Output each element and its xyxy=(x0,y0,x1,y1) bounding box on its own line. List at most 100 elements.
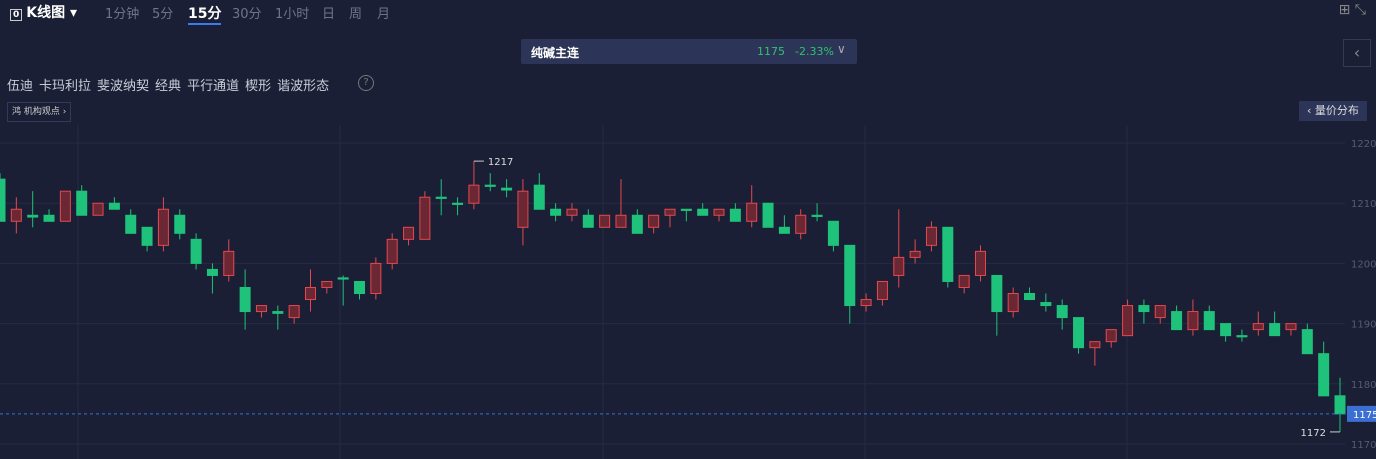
candle-body xyxy=(1073,317,1085,349)
candle-body xyxy=(386,238,398,264)
change: -2.33% xyxy=(795,45,834,58)
help-icon[interactable]: ? xyxy=(358,75,374,91)
tool[interactable]: 谐波形态 xyxy=(277,79,330,94)
candle-body xyxy=(125,214,137,234)
candle-body xyxy=(1154,305,1166,319)
y-tick-label: 1190 xyxy=(1351,320,1376,331)
candle-body xyxy=(435,196,447,199)
tab[interactable]: 1分钟 xyxy=(105,7,140,22)
tool[interactable]: 经典 xyxy=(155,79,182,94)
candle-body xyxy=(43,214,55,222)
candle-body xyxy=(680,208,692,211)
candle-body xyxy=(697,208,709,216)
toolbar: 伍迪 卡玛利拉 斐波纳契 经典 平行通道 楔形 谐波形态 xyxy=(7,75,335,94)
instrument-name: 纯碱主连 xyxy=(531,46,580,60)
candle-body xyxy=(1334,395,1346,415)
candle-body xyxy=(370,262,382,295)
candle-body xyxy=(958,274,970,288)
candle-body xyxy=(452,202,464,205)
y-tick-label: 1170 xyxy=(1351,440,1376,451)
instrument-bar[interactable]: 纯碱主连 1175 -2.33% ∨ xyxy=(521,39,857,64)
candle-body xyxy=(304,286,316,301)
candle-body xyxy=(337,277,349,280)
y-tick-label: 1210 xyxy=(1351,199,1376,210)
candle-body xyxy=(255,305,267,313)
chevron: ∨ xyxy=(837,42,846,56)
tab[interactable]: 月 xyxy=(377,7,391,22)
tool[interactable]: 斐波纳契 xyxy=(97,79,150,94)
tool[interactable]: 楔形 xyxy=(245,79,272,94)
candle-body xyxy=(827,220,839,246)
candle-body xyxy=(566,208,578,216)
candle-body xyxy=(354,280,366,295)
candle-body xyxy=(76,190,88,216)
candle-body xyxy=(27,214,39,218)
y-tick-label: 1180 xyxy=(1351,380,1376,391)
candle-body xyxy=(288,305,300,319)
candle-body xyxy=(582,214,594,228)
candle-body xyxy=(746,202,758,222)
candle-body xyxy=(223,250,235,276)
side-button-text: 量价分布 xyxy=(1314,104,1359,117)
badge[interactable]: 鸿 机构观点 › xyxy=(7,102,72,122)
candle-body xyxy=(1105,329,1117,343)
candle-body xyxy=(550,208,562,216)
candle-body xyxy=(92,202,104,216)
candle-body xyxy=(713,208,725,216)
candle-body xyxy=(1318,353,1330,397)
last-price-label: 1175 xyxy=(1353,410,1376,421)
candle-body xyxy=(1203,311,1215,331)
candle-body xyxy=(909,250,921,258)
candle-body xyxy=(729,208,741,222)
price: 1175 xyxy=(757,45,785,58)
low-label: 1172 xyxy=(1301,428,1326,439)
tab[interactable]: 30分 xyxy=(232,7,262,22)
tool[interactable]: 平行通道 xyxy=(187,79,240,94)
collapse-button[interactable]: ‹ xyxy=(1343,39,1371,67)
candle-body xyxy=(893,256,905,276)
chart-type[interactable]: 0 K线图 ▾ xyxy=(10,2,77,22)
side-button[interactable]: ‹ 量价分布 xyxy=(1299,101,1367,121)
candle-body xyxy=(1138,305,1150,313)
candle-body xyxy=(615,214,627,228)
candle-body xyxy=(1301,329,1313,355)
candle-body xyxy=(974,250,986,276)
candle-body xyxy=(648,214,660,228)
candle-body xyxy=(141,226,153,246)
tool[interactable]: 伍迪 xyxy=(7,79,34,94)
candle-body xyxy=(108,202,120,210)
candle-body xyxy=(1024,293,1036,301)
candle-body xyxy=(860,299,872,307)
candle-body xyxy=(664,208,676,216)
candle-body xyxy=(1285,323,1297,331)
candle-body xyxy=(876,280,888,301)
candle-body xyxy=(321,280,333,288)
window-icons[interactable]: ⊞ ⤡ xyxy=(1338,2,1366,18)
candle-body xyxy=(599,214,611,228)
candle-body xyxy=(0,178,6,222)
candle-body xyxy=(533,184,545,210)
candle-body xyxy=(942,226,954,282)
candle-body xyxy=(925,226,937,246)
tab[interactable]: 15分 xyxy=(188,3,222,25)
tab[interactable]: 日 xyxy=(322,7,336,22)
tool[interactable]: 卡玛利拉 xyxy=(39,79,92,94)
candle-body xyxy=(206,268,218,276)
tab[interactable]: 1小时 xyxy=(275,7,310,22)
candle-body xyxy=(1220,323,1232,337)
candle-body xyxy=(501,187,513,191)
candle-body xyxy=(10,208,22,222)
y-tick-label: 1200 xyxy=(1351,259,1376,270)
candle-body xyxy=(403,226,415,240)
candle-body xyxy=(1252,323,1264,331)
tab[interactable]: 5分 xyxy=(152,7,174,22)
candle-body xyxy=(59,190,71,222)
icon: 0 xyxy=(10,9,23,21)
tab[interactable]: 周 xyxy=(349,7,363,22)
candle-body xyxy=(157,208,169,246)
candle-body xyxy=(1056,305,1068,319)
candle-body xyxy=(762,202,774,228)
candle-body xyxy=(1122,305,1134,337)
